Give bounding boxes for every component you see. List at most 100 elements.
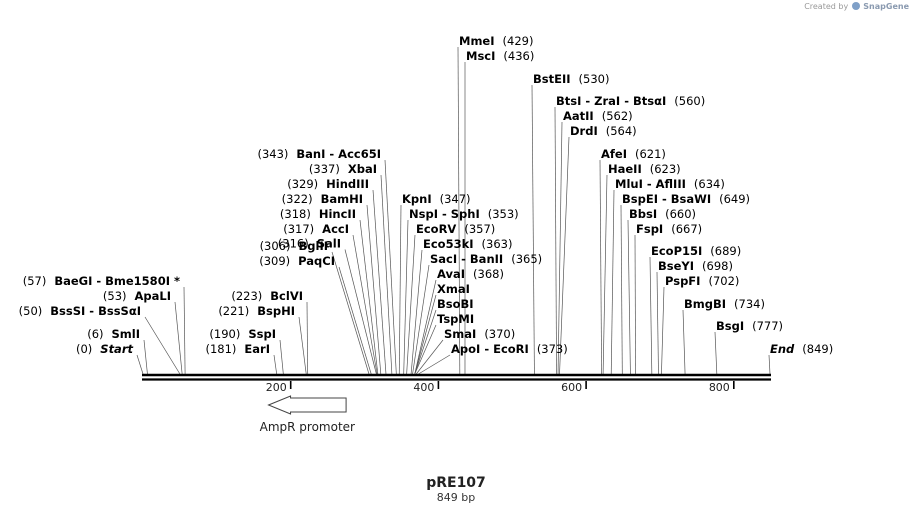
site-label[interactable]: KpnI (347) [402, 192, 471, 206]
site-labels: (0) Start(6) SmlI (50) BssSI - BssSαI(53) Apa… [19, 34, 834, 356]
site-label[interactable]: MluI - AflIII (634) [615, 177, 725, 191]
site-leader-line [599, 159, 602, 375]
site-label[interactable]: TspMI [437, 312, 474, 326]
site-label[interactable]: BspEI - BsaWI (649) [622, 192, 750, 206]
site-leader-line [398, 204, 402, 375]
enzyme-name: Eco53kI [423, 237, 474, 251]
site-label[interactable]: (317) AccI [283, 222, 349, 236]
site-label[interactable]: HaeII (623) [608, 162, 681, 176]
enzyme-name: AccI [322, 222, 349, 236]
site-label[interactable]: AvaI (368) [437, 267, 504, 281]
site-label[interactable]: (190) SspI [209, 327, 276, 341]
site-leader-line [136, 354, 144, 375]
site-label[interactable]: (0) Start [76, 342, 134, 356]
site-label[interactable]: (329) HindIII [287, 177, 369, 191]
site-label[interactable]: BsgI (777) [716, 319, 783, 333]
site-leader-line [682, 309, 686, 375]
axis-tick-label: 600 [561, 381, 582, 394]
site-label[interactable]: (223) BclVI [231, 289, 303, 303]
site-leader-line [331, 251, 370, 375]
site-label[interactable]: (337) XbaI [309, 162, 377, 176]
site-label[interactable]: End (849) [770, 342, 833, 356]
site-leader-line [279, 339, 284, 375]
ampr-promoter-arrow[interactable] [267, 395, 347, 415]
site-label[interactable]: (322) BamHI [282, 192, 363, 206]
site-position: (562) [602, 109, 633, 123]
site-label[interactable]: BmgBI (734) [684, 297, 765, 311]
enzyme-name: HincII [319, 207, 356, 221]
site-label[interactable]: SmaI (370) [444, 327, 515, 341]
site-label[interactable]: MscI (436) [466, 49, 534, 63]
credit-brand: SnapGene [863, 2, 909, 11]
axis-tick-label: 200 [266, 381, 287, 394]
enzyme-name: BclVI [270, 289, 303, 303]
site-label[interactable]: Eco53kI (363) [423, 237, 512, 251]
enzyme-name: AvaI [437, 267, 465, 281]
site-leader-line [338, 266, 372, 375]
enzyme-name: BglII [299, 239, 329, 253]
site-label[interactable]: MmeI (429) [459, 34, 533, 48]
enzyme-name: BspHI [257, 304, 295, 318]
enzyme-name: MscI [466, 49, 495, 63]
site-label[interactable]: FspI (667) [636, 222, 702, 236]
site-label[interactable]: (53) ApaLI [103, 289, 171, 303]
site-label[interactable]: (181) EarI [205, 342, 270, 356]
site-label[interactable]: ApoI - EcoRI (373) [451, 342, 568, 356]
site-leader-line [174, 301, 183, 375]
site-label[interactable]: (343) BanI - Acc65I [257, 147, 381, 161]
site-label[interactable]: (316) SalI [278, 237, 341, 251]
enzyme-name: MluI - AflIII [615, 177, 686, 191]
site-leader-line [714, 331, 718, 375]
enzyme-name: SacI - BanII [430, 252, 503, 266]
site-position: (368) [473, 267, 504, 281]
site-position: (353) [488, 207, 519, 221]
site-position: (223) [231, 289, 262, 303]
site-label[interactable]: PspFI (702) [665, 274, 739, 288]
axis-ticks: 200 400 600 800 [266, 381, 735, 394]
site-label[interactable]: EcoRV (357) [416, 222, 495, 236]
site-label[interactable]: BstEII (530) [533, 72, 609, 86]
site-label[interactable]: (309) PaqCI [259, 254, 335, 268]
site-label[interactable]: XmaI [437, 282, 470, 296]
enzyme-name: BmgBI [684, 297, 726, 311]
ampr-promoter-feature[interactable]: AmpR promoter [260, 395, 355, 434]
site-leader-line [403, 219, 409, 375]
site-label[interactable]: (318) HincII [280, 207, 356, 221]
site-label[interactable]: (221) BspHI [218, 304, 295, 318]
site-label[interactable]: (6) SmlI [87, 327, 140, 341]
site-position: (309) [259, 254, 290, 268]
site-label[interactable]: BsoBI [437, 297, 474, 311]
site-position: (0) [76, 342, 92, 356]
site-position: (777) [752, 319, 783, 333]
site-label[interactable]: (57) BaeGI - Bme1580I * [23, 274, 180, 288]
enzyme-name: DrdI [570, 124, 598, 138]
enzyme-name: BspEI - BsaWI [622, 192, 711, 206]
enzyme-name: Start [100, 342, 133, 356]
site-label[interactable]: (50) BssSI - BssSαI [19, 304, 141, 318]
site-label[interactable]: SacI - BanII (365) [430, 252, 542, 266]
site-label[interactable]: AatII (562) [563, 109, 633, 123]
site-label[interactable]: EcoP15I (689) [651, 244, 741, 258]
enzyme-name: AatII [563, 109, 594, 123]
site-leader-line [143, 339, 148, 375]
site-leader-line [183, 286, 186, 375]
site-label[interactable]: BtsI - ZraI - BtsαI (560) [556, 94, 705, 108]
site-label[interactable]: AfeI (621) [601, 147, 666, 161]
site-label[interactable]: NspI - SphI (353) [409, 207, 519, 221]
site-leader-line [557, 121, 563, 375]
site-position: (190) [209, 327, 240, 341]
site-leader-line [412, 264, 430, 375]
site-position: (317) [283, 222, 314, 236]
site-label[interactable]: BbsI (660) [629, 207, 696, 221]
site-label[interactable]: (306) BglII [260, 239, 328, 253]
site-position: (698) [702, 259, 733, 273]
enzyme-name: KpnI [402, 192, 432, 206]
enzyme-name: SspI [248, 327, 276, 341]
enzyme-name: FspI [636, 222, 663, 236]
site-label[interactable]: BseYI (698) [658, 259, 733, 273]
site-position: (329) [287, 177, 318, 191]
site-label[interactable]: DrdI (564) [570, 124, 637, 138]
site-position: (621) [635, 147, 666, 161]
enzyme-name: BssSI - BssSαI [50, 304, 141, 318]
site-leader-line [410, 249, 423, 375]
